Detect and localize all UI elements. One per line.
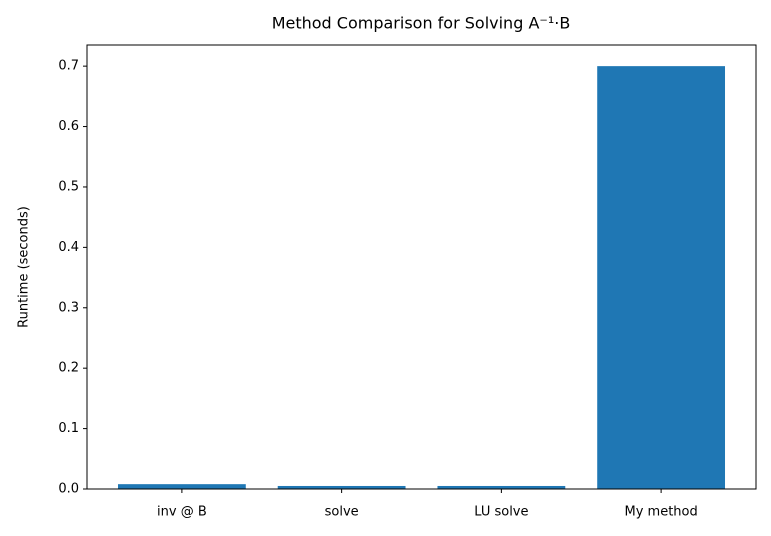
y-tick-label: 0.1 [58,421,79,436]
x-tick-label: solve [325,505,359,520]
y-tick-label: 0.6 [58,119,79,134]
y-axis-label: Runtime (seconds) [17,206,32,328]
x-tick-label: My method [624,505,697,520]
bar [597,66,726,490]
y-tick-label: 0.2 [58,361,79,376]
bar [437,485,566,489]
bar [277,485,406,489]
y-tick-label: 0.7 [58,59,79,74]
y-tick-label: 0.5 [58,179,79,194]
y-tick-label: 0.3 [58,300,79,315]
chart-title: Method Comparison for Solving A⁻¹·B [272,14,571,33]
plot-frame [86,44,757,490]
x-tick-label: LU solve [474,505,528,520]
y-tick-label: 0.4 [58,240,79,255]
y-tick-label: 0.0 [58,482,79,497]
x-tick-label: inv @ B [157,505,207,520]
bar [117,484,246,489]
